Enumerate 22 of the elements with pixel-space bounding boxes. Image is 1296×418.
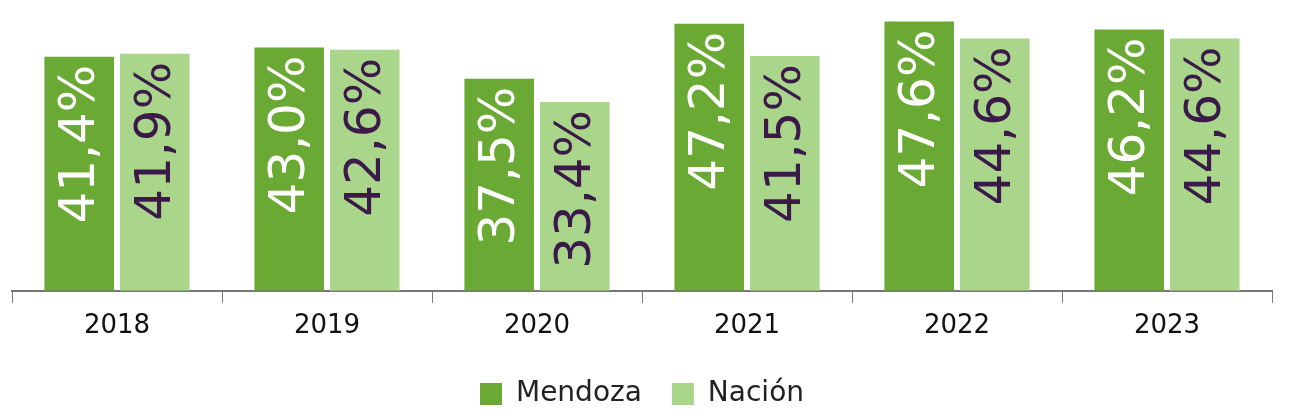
legend-label: Nación [707, 375, 805, 409]
x-tick-label: 2018 [83, 309, 151, 340]
data-label: 37,5% [468, 86, 527, 246]
data-label: 44,6% [1173, 46, 1232, 206]
data-label: 47,6% [888, 29, 947, 189]
data-label: 41,5% [753, 64, 812, 223]
legend-label: Mendoza [515, 375, 642, 409]
data-label: 41,9% [123, 61, 182, 221]
x-tick-label: 2022 [923, 309, 991, 340]
data-label: 47,2% [678, 31, 737, 191]
x-tick-label: 2021 [713, 309, 781, 340]
x-tick-label: 2020 [503, 309, 571, 340]
x-tick-label: 2023 [1133, 309, 1201, 340]
data-label: 33,4% [543, 109, 602, 269]
data-label: 42,6% [333, 57, 392, 217]
data-label: 43,0% [258, 55, 317, 215]
bar [674, 23, 744, 291]
x-tick-label: 2019 [293, 309, 361, 340]
data-label: 44,6% [963, 46, 1022, 206]
data-label: 46,2% [1098, 37, 1157, 197]
bar [884, 21, 954, 291]
data-label: 41,4% [48, 64, 107, 224]
